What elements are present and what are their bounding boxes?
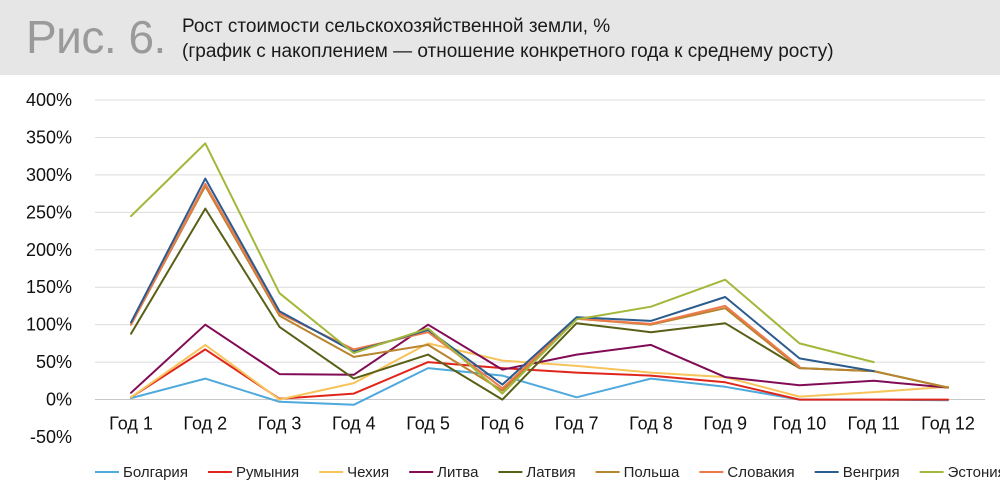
- x-tick-label: Год 7: [555, 414, 599, 434]
- y-tick-label: 100%: [26, 315, 72, 335]
- y-axis: -50% 0% 50% 100% 150% 200% 250% 300% 350% 400%: [26, 90, 72, 447]
- x-axis: Год 1 Год 2 Год 3 Год 4 Год 5 Год 6 Год 7 Год 8…: [109, 414, 975, 434]
- y-tick-label: 0%: [46, 390, 72, 410]
- series-lines: [130, 142, 949, 406]
- x-tick-label: Год 2: [183, 414, 227, 434]
- x-tick-label: Год 10: [773, 414, 827, 434]
- y-tick-label: -50%: [30, 427, 72, 447]
- x-tick-label: Год 12: [921, 414, 975, 434]
- x-tick-label: Год 11: [848, 414, 900, 434]
- legend-label: Румыния: [236, 464, 299, 481]
- legend-label: Болгария: [123, 464, 188, 481]
- figure-label: Рис. 6.: [26, 11, 166, 63]
- line-chart: -50% 0% 50% 100% 150% 200% 250% 300% 350% 400% Го…: [26, 90, 1000, 481]
- x-tick-label: Год 5: [406, 414, 450, 434]
- series-line-Эстония: [130, 142, 875, 395]
- legend-label: Венгрия: [843, 464, 900, 481]
- chart-title-line2: (график с накоплением — отношение конкре…: [182, 41, 834, 62]
- y-tick-label: 350%: [26, 127, 72, 147]
- chart-title: Рост стоимости сельскохозяйственной земл…: [182, 14, 834, 64]
- legend: Болгария Румыния Чехия Литва Латвия Польша Сло…: [95, 464, 1000, 481]
- series-line-Венгрия: [130, 177, 875, 386]
- chart-header: Рис. 6. Рост стоимости сельскохозяйствен…: [0, 0, 1000, 75]
- x-tick-label: Год 9: [703, 414, 747, 434]
- legend-label: Эстония: [948, 464, 1000, 481]
- legend-label: Латвия: [526, 464, 575, 481]
- series-line-Чехия: [130, 342, 949, 401]
- chart-title-line1: Рост стоимости сельскохозяйственной земл…: [182, 16, 611, 37]
- legend-label: Чехия: [347, 464, 389, 481]
- y-tick-label: 200%: [26, 240, 72, 260]
- x-tick-label: Год 4: [332, 414, 376, 434]
- y-tick-label: 150%: [26, 277, 72, 297]
- y-tick-label: 50%: [36, 352, 72, 372]
- y-tick-label: 300%: [26, 165, 72, 185]
- series-line-Польша: [130, 185, 949, 392]
- x-tick-label: Год 6: [481, 414, 525, 434]
- y-tick-label: 400%: [26, 90, 72, 110]
- x-tick-label: Год 3: [258, 414, 302, 434]
- legend-label: Словакия: [727, 464, 794, 481]
- x-tick-label: Год 1: [109, 414, 153, 434]
- x-tick-label: Год 8: [629, 414, 673, 434]
- y-tick-label: 250%: [26, 202, 72, 222]
- legend-label: Польша: [624, 464, 680, 481]
- legend-label: Литва: [437, 464, 479, 481]
